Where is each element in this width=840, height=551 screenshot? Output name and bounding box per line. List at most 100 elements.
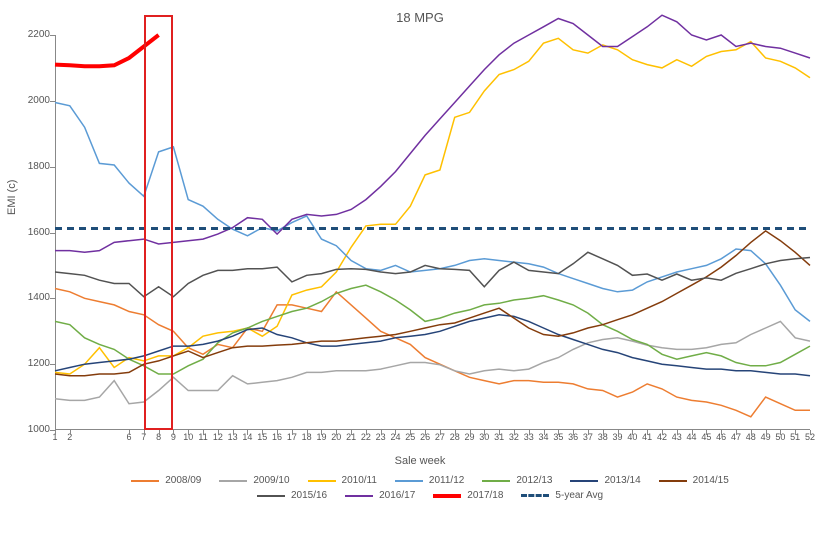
x-tick-mark <box>780 430 781 435</box>
legend-swatch <box>659 480 687 482</box>
x-tick-mark <box>218 430 219 435</box>
series-line <box>55 231 810 376</box>
legend-item: 5-year Avg <box>521 490 603 501</box>
x-tick-mark <box>706 430 707 435</box>
x-tick-mark <box>440 430 441 435</box>
x-tick-mark <box>558 430 559 435</box>
x-tick-mark <box>751 430 752 435</box>
legend-label: 2010/11 <box>342 475 377 486</box>
y-tick-mark <box>50 167 55 168</box>
y-tick-mark <box>50 298 55 299</box>
y-tick-mark <box>50 35 55 36</box>
x-tick-mark <box>247 430 248 435</box>
series-line <box>55 38 810 374</box>
series-line <box>55 35 159 66</box>
y-tick-label: 1800 <box>20 161 50 172</box>
legend-item: 2010/11 <box>308 475 377 486</box>
legend-item: 2016/17 <box>345 490 415 501</box>
x-tick-mark <box>144 430 145 435</box>
legend: 2008/09 2009/10 2010/11 2011/12 2012/13 2013/… <box>130 475 730 501</box>
legend-swatch <box>131 480 159 482</box>
y-axis-label: EMI (c) <box>6 180 18 215</box>
legend-swatch <box>395 480 423 482</box>
legend-item: 2013/14 <box>570 475 640 486</box>
legend-item: 2017/18 <box>433 490 503 501</box>
legend-swatch <box>521 494 549 497</box>
legend-label: 2016/17 <box>379 490 415 501</box>
x-tick-mark <box>766 430 767 435</box>
x-tick-mark <box>736 430 737 435</box>
x-tick-mark <box>188 430 189 435</box>
x-tick-mark <box>351 430 352 435</box>
legend-swatch <box>570 480 598 482</box>
x-tick-mark <box>395 430 396 435</box>
y-tick-mark <box>50 364 55 365</box>
legend-swatch <box>345 495 373 497</box>
y-tick-label: 1200 <box>20 358 50 369</box>
x-tick-mark <box>470 430 471 435</box>
legend-swatch <box>308 480 336 482</box>
x-tick-mark <box>336 430 337 435</box>
legend-label: 2008/09 <box>165 475 201 486</box>
x-tick-mark <box>544 430 545 435</box>
x-tick-mark <box>129 430 130 435</box>
legend-label: 5-year Avg <box>555 490 603 501</box>
x-tick-mark <box>618 430 619 435</box>
series-line <box>55 252 810 296</box>
y-tick-label: 1400 <box>20 292 50 303</box>
series-line <box>55 15 810 252</box>
series-line <box>55 315 810 376</box>
x-tick-mark <box>410 430 411 435</box>
legend-label: 2013/14 <box>604 475 640 486</box>
legend-item: 2012/13 <box>482 475 552 486</box>
legend-swatch <box>257 495 285 497</box>
y-tick-mark <box>50 233 55 234</box>
chart-lines <box>55 35 810 430</box>
legend-label: 2012/13 <box>516 475 552 486</box>
y-tick-label: 2200 <box>20 29 50 40</box>
series-line <box>55 103 810 322</box>
legend-item: 2009/10 <box>219 475 289 486</box>
x-tick-mark <box>692 430 693 435</box>
x-tick-mark <box>677 430 678 435</box>
legend-swatch <box>482 480 510 482</box>
legend-label: 2014/15 <box>693 475 729 486</box>
x-axis-label: Sale week <box>0 455 840 467</box>
x-tick-mark <box>425 430 426 435</box>
x-tick-mark <box>159 430 160 435</box>
x-tick-mark <box>455 430 456 435</box>
x-tick-mark <box>662 430 663 435</box>
x-tick-mark <box>321 430 322 435</box>
x-tick-mark <box>484 430 485 435</box>
legend-item: 2008/09 <box>131 475 201 486</box>
x-tick-mark <box>173 430 174 435</box>
legend-item: 2015/16 <box>257 490 327 501</box>
x-tick-mark <box>603 430 604 435</box>
y-tick-mark <box>50 101 55 102</box>
x-tick-mark <box>499 430 500 435</box>
x-tick-mark <box>70 430 71 435</box>
x-tick-mark <box>277 430 278 435</box>
y-tick-label: 1600 <box>20 227 50 238</box>
x-tick-mark <box>632 430 633 435</box>
x-tick-mark <box>262 430 263 435</box>
legend-label: 2017/18 <box>467 490 503 501</box>
x-tick-mark <box>233 430 234 435</box>
x-tick-mark <box>588 430 589 435</box>
x-tick-mark <box>366 430 367 435</box>
x-tick-mark <box>647 430 648 435</box>
x-tick-mark <box>721 430 722 435</box>
x-tick-mark <box>292 430 293 435</box>
x-tick-mark <box>55 430 56 435</box>
legend-label: 2015/16 <box>291 490 327 501</box>
x-tick-mark <box>514 430 515 435</box>
y-tick-label: 2000 <box>20 95 50 106</box>
legend-label: 2011/12 <box>429 475 464 486</box>
y-tick-label: 1000 <box>20 424 50 435</box>
legend-swatch <box>433 494 461 498</box>
series-line <box>55 321 810 403</box>
x-tick-mark <box>573 430 574 435</box>
x-tick-mark <box>381 430 382 435</box>
x-tick-mark <box>810 430 811 435</box>
chart-container: 18 MPG EMI (c) Sale week 2008/092009/102… <box>0 0 840 551</box>
